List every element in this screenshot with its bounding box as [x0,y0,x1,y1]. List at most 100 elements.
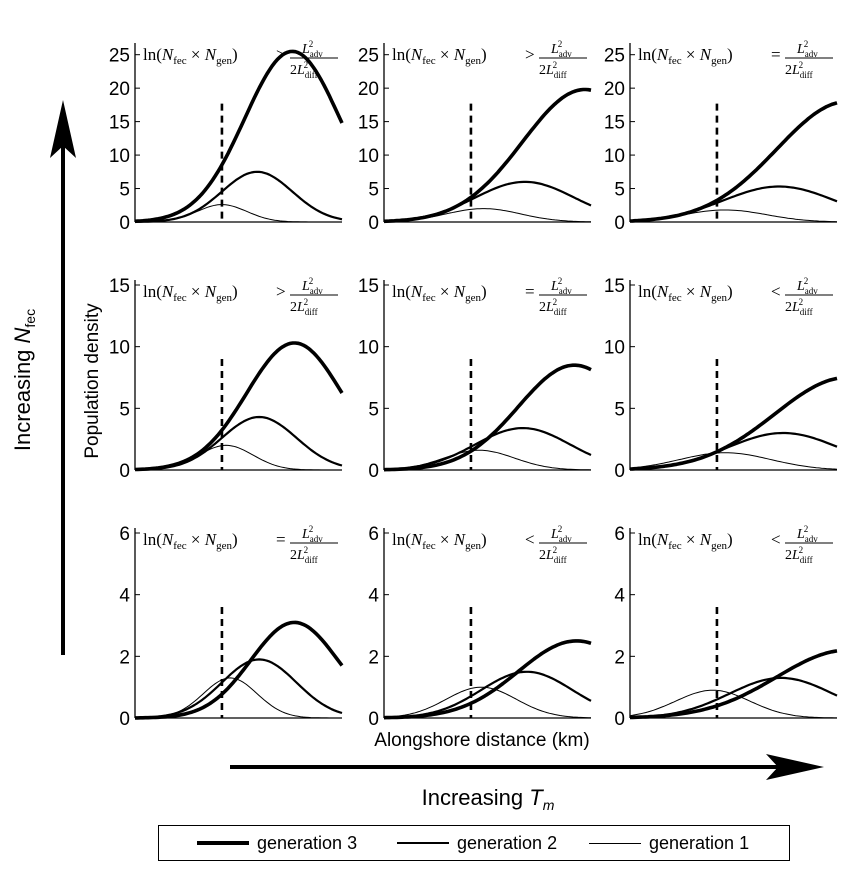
formula-numerator: Ladv2 [301,39,323,59]
legend-swatch-medium [397,841,449,845]
y-tick-label: 15 [604,276,625,297]
y-tick-label: 4 [368,586,379,607]
y-tick-label: 0 [368,709,379,730]
series-line [135,444,342,471]
y-tick-label: 25 [109,46,130,67]
vertical-arrow-head [50,100,76,158]
y-tick-label: 5 [368,399,379,420]
series-line [383,449,592,471]
formula-numerator: Ladv2 [796,276,818,296]
formula-lhs: ln(Nfec × Ngen) [392,282,487,304]
y-tick-label: 10 [604,338,625,359]
series-line [383,686,592,719]
formula-numerator: Ladv2 [796,39,818,59]
y-tick-label: 5 [119,399,130,420]
y-tick-label: 10 [604,146,625,167]
formula-relation: = [525,282,535,301]
series-line [629,452,838,470]
formula-relation: < [525,530,535,549]
formula-relation: > [276,282,286,301]
series-line [134,204,342,223]
formula-relation: > [276,45,286,64]
series-line [383,427,592,471]
formula-relation: < [771,530,781,549]
legend-item-generation-1: generation 1 [589,826,749,860]
y-tick-label: 15 [109,276,130,297]
legend-item-generation-3: generation 3 [197,826,357,860]
formula-denominator: 2Ldiff2 [539,545,567,565]
y-tick-label: 0 [614,461,625,482]
formula-denominator: 2Ldiff2 [290,545,318,565]
formula-denominator: 2Ldiff2 [785,60,813,80]
y-tick-label: 6 [368,524,379,545]
formula-lhs: ln(Nfec × Ngen) [392,45,487,67]
series-line [383,639,592,720]
formula-numerator: Ladv2 [301,276,323,296]
y-tick-label: 10 [109,146,130,167]
y-tick-label: 2 [368,647,379,668]
legend-label: generation 3 [257,832,358,853]
y-tick-label: 0 [119,709,130,730]
y-tick-label: 25 [358,46,379,67]
y-tick-label: 15 [109,113,130,134]
formula-relation: > [525,45,535,64]
formula-relation: = [771,45,781,64]
y-tick-label: 0 [368,461,379,482]
vertical-arrow-label: Increasing Nfec [10,309,38,451]
legend-swatch-thick [197,841,249,845]
y-tick-label: 6 [119,524,130,545]
formula-lhs: ln(Nfec × Ngen) [392,530,487,552]
horizontal-arrow-head [766,754,824,780]
formula-lhs: ln(Nfec × Ngen) [143,282,238,304]
y-tick-label: 20 [109,79,130,100]
formula-lhs: ln(Nfec × Ngen) [638,45,733,67]
formula-numerator: Ladv2 [550,39,572,59]
series-line [135,677,342,719]
y-tick-label: 10 [109,338,130,359]
formula-lhs: ln(Nfec × Ngen) [143,530,238,552]
series-line [383,208,592,223]
y-tick-label: 0 [119,213,130,234]
y-axis-label: Population density [82,303,103,459]
y-tick-label: 20 [358,79,379,100]
y-tick-label: 15 [358,276,379,297]
formula-lhs: ln(Nfec × Ngen) [638,530,733,552]
formula-lhs: ln(Nfec × Ngen) [143,45,238,67]
series-line [383,670,592,719]
y-tick-label: 4 [614,586,625,607]
series-line [629,431,838,471]
series-line [629,689,837,719]
y-tick-label: 5 [614,399,625,420]
x-axis-label: Alongshore distance (km) [374,730,589,751]
y-tick-label: 15 [358,113,379,134]
formula-denominator: 2Ldiff2 [539,60,567,80]
y-tick-label: 0 [119,461,130,482]
series-line [383,87,592,224]
legend-item-generation-2: generation 2 [397,826,557,860]
series-line [629,676,838,719]
series-line [134,170,343,223]
y-tick-label: 5 [614,180,625,201]
series-line [134,341,344,472]
legend-label: generation 2 [457,832,558,853]
y-tick-label: 20 [604,79,625,100]
series-line [134,49,344,224]
formula-denominator: 2Ldiff2 [290,297,318,317]
y-tick-label: 10 [358,146,379,167]
formula-numerator: Ladv2 [550,276,572,296]
series-line [134,415,343,471]
formula-denominator: 2Ldiff2 [290,60,318,80]
y-tick-label: 5 [119,180,130,201]
y-tick-label: 0 [368,213,379,234]
annotations: Increasing Nfec Population density Alongsh… [10,100,824,813]
formula-denominator: 2Ldiff2 [539,297,567,317]
series-line [135,620,344,720]
series-line [629,376,838,471]
formula-relation: < [771,282,781,301]
